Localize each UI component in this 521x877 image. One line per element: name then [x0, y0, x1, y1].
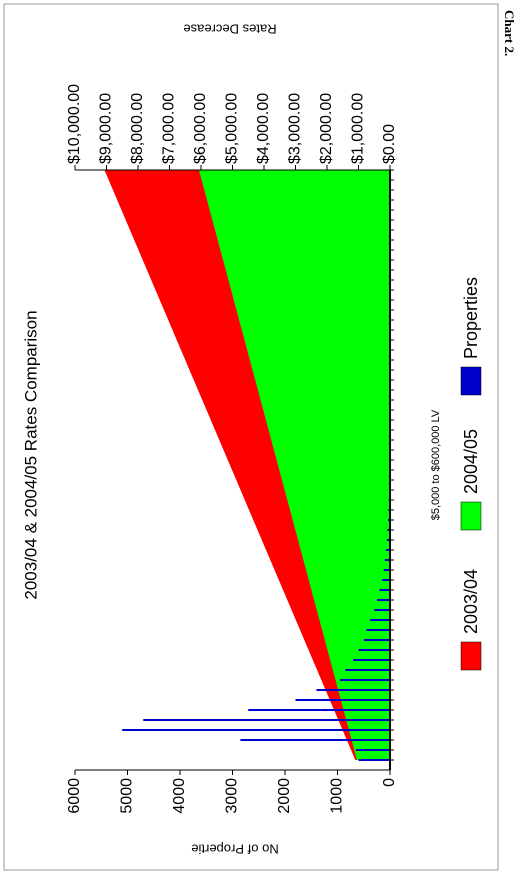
frame: [3, 3, 499, 871]
area: [198, 170, 390, 760]
y2-tick-label: $1,000.00: [350, 93, 367, 164]
y2-tick-label: $5,000.00: [224, 93, 241, 164]
chart-title: 2003/04 & 2004/05 Rates Comparison: [21, 310, 40, 599]
y2-tick-label: $4,000.00: [255, 93, 272, 164]
y2-tick-label: $0.00: [381, 124, 398, 164]
legend-swatch: [460, 366, 482, 396]
legend-label: 2003/04: [461, 569, 481, 634]
y2-tick-label: $3,000.00: [287, 93, 304, 164]
y-tick-label: 6000: [66, 778, 83, 814]
chart-label: Chart 2.: [502, 10, 517, 56]
legend-label: Properties: [461, 277, 481, 359]
y2-tick-label: $2,000.00: [318, 93, 335, 164]
y2-tick-label: $7,000.00: [161, 93, 178, 164]
y2-tick-label: $10,000.00: [66, 84, 83, 164]
legend-label: 2004/05: [461, 429, 481, 494]
x-axis-label: $5,000 to $600,000 LV: [430, 409, 442, 520]
y-tick-label: 0: [381, 778, 398, 787]
y-axis-label: No of Propertie: [191, 842, 278, 857]
y2-axis-label: Rates Decrease: [183, 22, 276, 37]
y-tick-label: 1000: [329, 778, 346, 814]
y2-tick-label: $8,000.00: [129, 93, 146, 164]
y-tick-label: 3000: [224, 778, 241, 814]
y2-tick-label: $9,000.00: [98, 93, 115, 164]
y-tick-label: 4000: [171, 778, 188, 814]
y-tick-label: 5000: [119, 778, 136, 814]
y2-tick-label: $6,000.00: [192, 93, 209, 164]
legend-swatch: [460, 641, 482, 671]
chart: 2003/04 & 2004/05 Rates Comparison $5,000…: [21, 22, 482, 857]
legend-swatch: [460, 501, 482, 531]
y-tick-label: 2000: [276, 778, 293, 814]
